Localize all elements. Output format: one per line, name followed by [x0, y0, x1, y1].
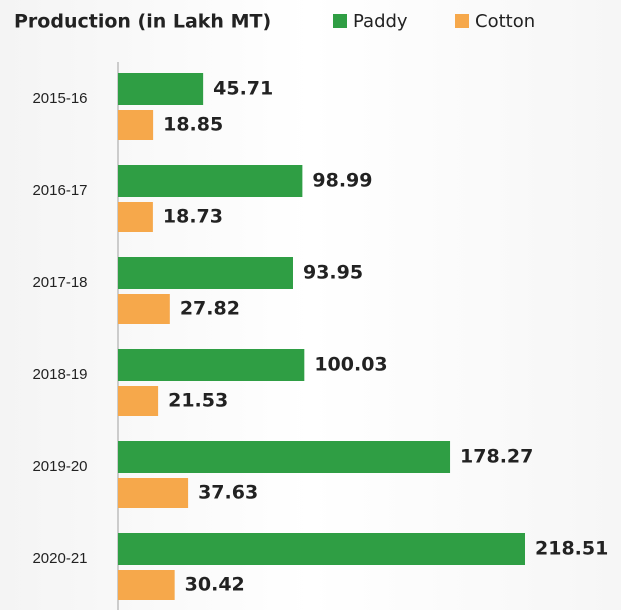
- bar: [118, 386, 159, 416]
- y-tick-label: 2019-20: [32, 458, 87, 475]
- data-label: 37.63: [198, 482, 258, 504]
- y-tick-label: 2017-18: [32, 274, 87, 291]
- data-label: 178.27: [460, 446, 533, 468]
- bar: [118, 165, 303, 197]
- data-label: 18.85: [163, 114, 223, 136]
- data-label: 100.03: [314, 354, 387, 376]
- data-label: 93.95: [303, 262, 363, 284]
- y-tick-label: 2018-19: [32, 366, 87, 383]
- bar: [118, 441, 451, 473]
- data-label: 218.51: [535, 538, 608, 560]
- legend-swatch: [333, 14, 347, 28]
- data-label: 21.53: [168, 390, 228, 412]
- bar: [118, 294, 170, 324]
- data-label: 45.71: [213, 78, 273, 100]
- bar: [118, 257, 293, 289]
- bar: [118, 73, 204, 105]
- y-tick-label: 2020-21: [32, 550, 87, 567]
- data-label: 18.73: [163, 206, 223, 228]
- bar: [118, 110, 154, 140]
- bar: [118, 570, 175, 600]
- legend-swatch: [455, 14, 469, 28]
- data-label: 30.42: [185, 574, 245, 596]
- y-tick-label: 2015-16: [32, 90, 87, 107]
- y-tick-label: 2016-17: [32, 182, 87, 199]
- legend-label: Cotton: [475, 11, 535, 32]
- bar: [118, 349, 305, 381]
- chart-title: Production (in Lakh MT): [14, 11, 271, 33]
- data-label: 98.99: [312, 170, 372, 192]
- bar: [118, 202, 153, 232]
- bar: [118, 478, 189, 508]
- legend-label: Paddy: [353, 11, 408, 32]
- data-label: 27.82: [180, 298, 240, 320]
- bar: [118, 533, 525, 565]
